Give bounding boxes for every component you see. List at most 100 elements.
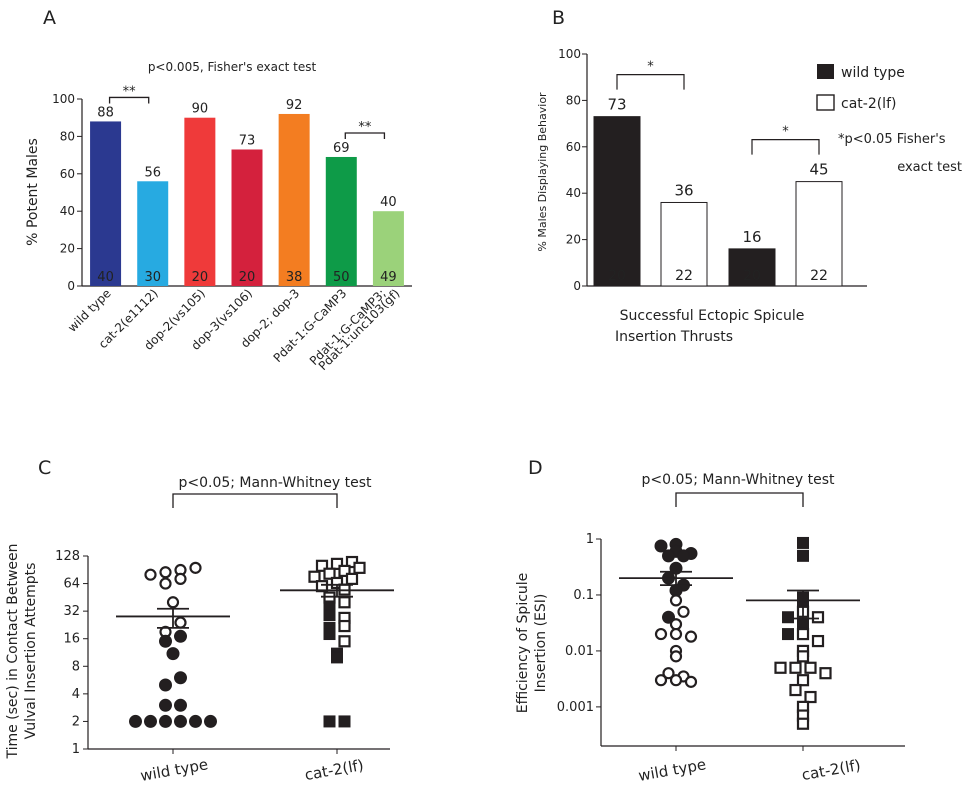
panel-a-bar [184, 117, 216, 286]
panel-d-open-square-point [796, 650, 810, 663]
panel-c-filled-circle-point [174, 671, 187, 685]
panel-d-ylabel-line1: Efficiency of Spicule [515, 573, 531, 714]
legend-label-cat-2: cat-2(lf) [841, 96, 896, 112]
panel-c-stats-note: p<0.05; Mann-Whitney test [178, 475, 372, 491]
panel-d-filled-circle-point [677, 549, 690, 563]
panel-a-n-label: 20 [239, 270, 256, 285]
panel-a-significance-2: ** [358, 120, 372, 135]
panel-c-open-square-point [330, 557, 344, 570]
panel-b-bar [660, 201, 708, 287]
panel-b-significance-bracket [616, 74, 685, 90]
panel-c-open-square-point [345, 572, 359, 585]
panel-a-value-label: 92 [286, 98, 303, 113]
panel-a-letter: A [43, 7, 56, 29]
panel-c-open-circle-point [174, 616, 187, 629]
panel-b-value-label: 73 [607, 96, 626, 114]
panel-a-ytick: 20 [60, 242, 75, 256]
panel-d-significance-bracket [675, 492, 804, 507]
panel-b-value-label: 36 [674, 181, 693, 199]
panel-c-filled-circle-point [174, 714, 187, 728]
legend-swatch-wild-type [817, 64, 834, 79]
panel-b-value-label: 16 [742, 228, 761, 246]
panel-d-open-square-point [819, 667, 832, 680]
panel-c-yaxis: 1 2 4 8 16 32 64 128 [55, 549, 80, 757]
panel-a-bar [90, 121, 122, 286]
panel-c-ylabel-line1: Time (sec) in Contact Between [5, 543, 21, 759]
panel-a-bar [325, 156, 357, 286]
panel-a-n-label: 38 [286, 270, 303, 285]
panel-c-open-square-point [338, 619, 351, 633]
panel-a-value-label: 73 [239, 133, 256, 148]
panel-d-open-circle-point [669, 627, 683, 641]
panel-c-open-square-point [315, 559, 329, 572]
panel-d-filled-square-point [797, 536, 809, 549]
panel-c-filled-circle-point [189, 714, 202, 728]
panel-d-open-circle-point [669, 618, 683, 631]
panel-c-open-circle-point [166, 596, 180, 609]
panel-d-open-circle-point [662, 667, 675, 680]
panel-c-xtick-cat-2: cat-2(lf) [303, 756, 365, 784]
panel-b-n-label: 20 [743, 268, 761, 284]
panel-a-value-label: 90 [192, 102, 209, 117]
panel-b-ytick: 100 [558, 47, 581, 61]
panel-a-ylabel: % Potent Males [25, 138, 41, 246]
panel-b-significance-2: * [782, 125, 789, 140]
panel-a-ytick: 100 [52, 92, 75, 106]
panel-b-n-label: 22 [810, 268, 828, 284]
panel-b: B % Males Displaying Behavior 0 20 40 60… [536, 7, 962, 345]
panel-d-open-square-point [804, 661, 817, 674]
panel-d-filled-square-point [782, 611, 794, 624]
panel-c-xtick-wild-type: wild type [139, 755, 209, 785]
panel-c-filled-circle-point [204, 714, 217, 728]
panel-b-legend: wild type cat-2(lf) *p<0.05 Fisher's exa… [816, 64, 962, 175]
panel-a-bar [372, 211, 404, 286]
panel-d-filled-circle-point [662, 549, 675, 563]
panel-d-xtick-wild-type: wild type [637, 755, 707, 785]
panel-b-bar [593, 116, 641, 287]
panel-d-xtick-cat-2: cat-2(lf) [800, 756, 862, 784]
panel-b-value-label: 45 [809, 161, 828, 179]
panel-b-note-line1: *p<0.05 Fisher's [838, 132, 946, 147]
panel-c-filled-circle-point [129, 714, 142, 728]
panel-d-ytick: 0.001 [557, 700, 594, 715]
panel-a-yaxis: 0 20 40 60 80 100 [52, 92, 75, 293]
panel-d-yaxis: 0.001 0.01 0.1 1 [557, 532, 594, 715]
panel-a-value-label: 56 [144, 165, 161, 180]
panel-a-xtick: Pdat-1:G-CaMP3; [307, 286, 389, 368]
panel-d-open-circle-point [669, 650, 683, 663]
panel-a-xtick: wild type [65, 286, 114, 335]
panel-d-open-circle-point [654, 674, 668, 687]
panel-a-value-label: 40 [380, 195, 397, 210]
panel-a-bar [137, 181, 169, 286]
panel-c-filled-circle-point [159, 634, 172, 648]
panel-d-open-square-point [796, 627, 810, 641]
panel-d-open-circle-point [669, 594, 683, 607]
panel-c-ytick: 32 [63, 604, 80, 619]
panel-c-open-square-point [323, 567, 336, 580]
panel-c-filled-circle-point [144, 714, 157, 728]
panel-d-open-square-point [804, 690, 817, 704]
panel-c-ytick: 64 [63, 577, 80, 592]
legend-swatch-cat-2 [816, 94, 835, 111]
panel-c-ytick: 4 [72, 687, 80, 702]
panel-a-n-label: 50 [333, 270, 350, 285]
panel-a-ytick: 60 [60, 167, 75, 181]
panel-a-significance-bracket [344, 132, 386, 139]
panel-a-value-label: 69 [333, 141, 350, 156]
panel-c-ytick: 16 [63, 632, 80, 647]
panel-c-filled-circle-point [174, 629, 187, 643]
panel-d-plot [596, 492, 905, 751]
panel-c-open-square-point [353, 561, 366, 574]
panel-d: D p<0.05; Mann-Whitney test Efficiency o… [515, 457, 905, 785]
panel-b-significance-1: * [647, 60, 654, 75]
panel-c-filled-circle-point [159, 714, 172, 728]
panel-a-ytick: 80 [60, 129, 75, 143]
panel-c-filled-square-point [323, 609, 336, 622]
panel-d-ytick: 1 [586, 532, 594, 547]
panel-c-filled-circle-point [166, 647, 180, 661]
panel-c-filled-circle-point [159, 698, 172, 712]
panel-a: A p<0.005, Fisher's exact test % Potent … [25, 7, 412, 373]
panel-c-ytick: 1 [72, 742, 80, 757]
panel-c-filled-square-point [323, 715, 336, 728]
panel-c-open-circle-point [144, 568, 157, 581]
